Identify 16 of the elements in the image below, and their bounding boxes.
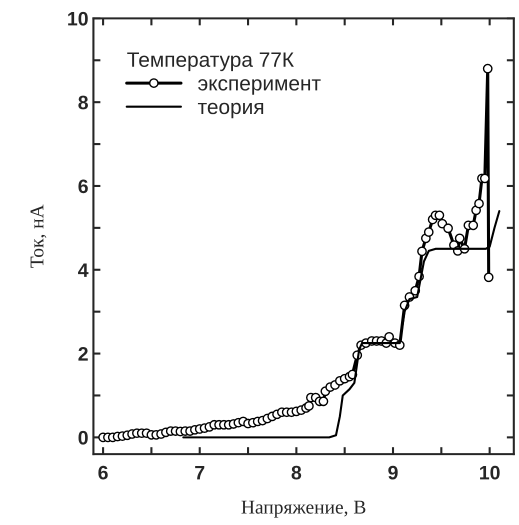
y-tick-label: 10 (68, 12, 88, 26)
x-tick-label: 10 (480, 466, 500, 480)
x-tick-label: 9 (388, 466, 398, 480)
y-tick-label: 0 (78, 430, 88, 445)
x-tick-label: 8 (292, 466, 302, 480)
legend-label: эксперимент (198, 79, 321, 95)
y-axis-title: Ток, нА (30, 204, 46, 268)
y-tick-label: 8 (78, 96, 88, 110)
legend-title: Температура 77К (127, 52, 294, 72)
x-tick-label: 7 (195, 466, 204, 480)
y-tick-label: 4 (78, 263, 88, 277)
x-tick-label: 6 (98, 466, 108, 480)
legend-label: теория (198, 102, 264, 118)
y-tick-label: 6 (78, 179, 88, 194)
x-axis-title: Напряжение, В (241, 500, 366, 518)
y-tick-label: 2 (78, 347, 88, 361)
